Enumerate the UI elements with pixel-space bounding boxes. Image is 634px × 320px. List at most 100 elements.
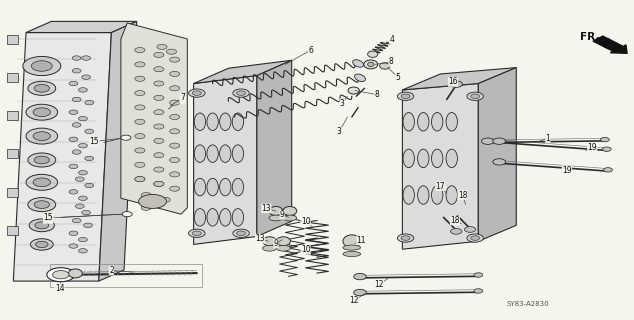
Circle shape <box>79 196 87 200</box>
Circle shape <box>135 105 145 110</box>
Circle shape <box>398 234 414 242</box>
Circle shape <box>170 57 179 62</box>
Ellipse shape <box>364 60 378 69</box>
Circle shape <box>135 148 145 153</box>
Ellipse shape <box>418 113 429 131</box>
Ellipse shape <box>232 113 243 131</box>
Circle shape <box>122 212 133 217</box>
Circle shape <box>467 92 483 100</box>
Circle shape <box>398 92 414 100</box>
Text: 12: 12 <box>349 296 358 305</box>
Ellipse shape <box>232 145 243 162</box>
Circle shape <box>141 205 152 210</box>
Circle shape <box>75 177 84 181</box>
Circle shape <box>600 137 609 142</box>
Circle shape <box>69 81 78 86</box>
Text: 7: 7 <box>180 95 184 104</box>
Ellipse shape <box>380 63 390 69</box>
Circle shape <box>401 94 410 99</box>
Circle shape <box>474 273 482 277</box>
Text: 17: 17 <box>436 182 445 191</box>
Circle shape <box>33 178 51 187</box>
Text: 15: 15 <box>43 214 53 223</box>
Ellipse shape <box>219 145 231 162</box>
Circle shape <box>34 84 49 92</box>
Circle shape <box>170 100 179 105</box>
Bar <box>50 264 202 287</box>
Ellipse shape <box>354 74 365 82</box>
Circle shape <box>30 239 53 250</box>
Circle shape <box>160 197 171 202</box>
Circle shape <box>26 174 58 190</box>
Ellipse shape <box>343 252 361 257</box>
Circle shape <box>154 95 164 100</box>
Circle shape <box>493 138 505 144</box>
Circle shape <box>474 289 482 293</box>
Circle shape <box>23 56 61 76</box>
Text: 1: 1 <box>545 134 550 143</box>
Ellipse shape <box>403 186 415 204</box>
Text: 11: 11 <box>356 236 366 245</box>
Ellipse shape <box>432 113 443 131</box>
Text: 14: 14 <box>55 284 64 292</box>
Circle shape <box>154 67 164 72</box>
Circle shape <box>26 128 58 144</box>
Text: 3: 3 <box>337 127 342 136</box>
Circle shape <box>192 231 201 236</box>
Circle shape <box>79 237 87 242</box>
Circle shape <box>167 49 176 54</box>
Text: 6: 6 <box>308 45 313 55</box>
Polygon shape <box>121 23 187 214</box>
Circle shape <box>82 210 91 215</box>
Circle shape <box>236 231 245 236</box>
Text: 8: 8 <box>389 57 393 66</box>
Circle shape <box>401 236 410 240</box>
Circle shape <box>82 75 91 79</box>
Text: 12: 12 <box>374 280 384 289</box>
Circle shape <box>464 227 476 232</box>
Ellipse shape <box>269 215 283 221</box>
Circle shape <box>154 167 164 172</box>
Circle shape <box>47 268 75 282</box>
Circle shape <box>135 91 145 96</box>
Circle shape <box>135 133 145 139</box>
Circle shape <box>72 123 81 127</box>
Text: SY83-A2830: SY83-A2830 <box>507 301 550 307</box>
Ellipse shape <box>232 209 243 226</box>
Circle shape <box>135 119 145 124</box>
Ellipse shape <box>353 60 363 67</box>
Circle shape <box>28 81 56 95</box>
Circle shape <box>354 273 366 280</box>
Circle shape <box>53 270 69 279</box>
Text: 3: 3 <box>340 99 345 108</box>
Text: 2: 2 <box>109 266 113 275</box>
Text: 5: 5 <box>396 73 401 82</box>
Ellipse shape <box>207 113 218 131</box>
Ellipse shape <box>194 113 205 131</box>
Ellipse shape <box>418 186 429 204</box>
Ellipse shape <box>194 178 205 196</box>
Polygon shape <box>403 68 516 90</box>
Text: 16: 16 <box>448 77 458 86</box>
Circle shape <box>72 97 81 102</box>
Ellipse shape <box>403 113 415 131</box>
Ellipse shape <box>194 209 205 226</box>
Bar <box>7 35 18 44</box>
Ellipse shape <box>368 62 374 67</box>
Text: 8: 8 <box>375 90 380 99</box>
Circle shape <box>75 204 84 208</box>
Circle shape <box>35 222 49 229</box>
Circle shape <box>170 86 179 91</box>
Ellipse shape <box>283 215 297 221</box>
Circle shape <box>135 177 145 182</box>
Circle shape <box>72 150 81 154</box>
Ellipse shape <box>418 149 429 168</box>
Circle shape <box>233 229 249 237</box>
Bar <box>7 188 18 197</box>
Polygon shape <box>13 33 112 281</box>
Circle shape <box>72 218 81 223</box>
Circle shape <box>69 231 78 236</box>
Circle shape <box>157 44 167 50</box>
Circle shape <box>170 71 179 76</box>
Ellipse shape <box>343 235 361 248</box>
